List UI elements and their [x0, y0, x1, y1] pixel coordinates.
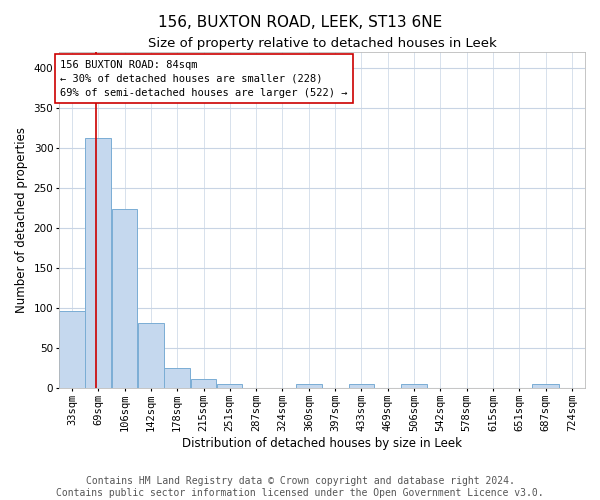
X-axis label: Distribution of detached houses by size in Leek: Distribution of detached houses by size … [182, 437, 462, 450]
Text: 156 BUXTON ROAD: 84sqm
← 30% of detached houses are smaller (228)
69% of semi-de: 156 BUXTON ROAD: 84sqm ← 30% of detached… [61, 60, 348, 98]
Bar [59, 310, 85, 388]
Bar [191, 379, 217, 388]
Bar [532, 384, 559, 388]
Text: Contains HM Land Registry data © Crown copyright and database right 2024.
Contai: Contains HM Land Registry data © Crown c… [56, 476, 544, 498]
Bar [349, 384, 374, 388]
Bar [164, 368, 190, 388]
Bar [217, 384, 242, 388]
Text: 156, BUXTON ROAD, LEEK, ST13 6NE: 156, BUXTON ROAD, LEEK, ST13 6NE [158, 15, 442, 30]
Bar [138, 322, 164, 388]
Y-axis label: Number of detached properties: Number of detached properties [15, 127, 28, 313]
Bar [112, 209, 137, 388]
Title: Size of property relative to detached houses in Leek: Size of property relative to detached ho… [148, 38, 496, 51]
Bar [85, 138, 112, 388]
Bar [296, 384, 322, 388]
Bar [401, 384, 427, 388]
